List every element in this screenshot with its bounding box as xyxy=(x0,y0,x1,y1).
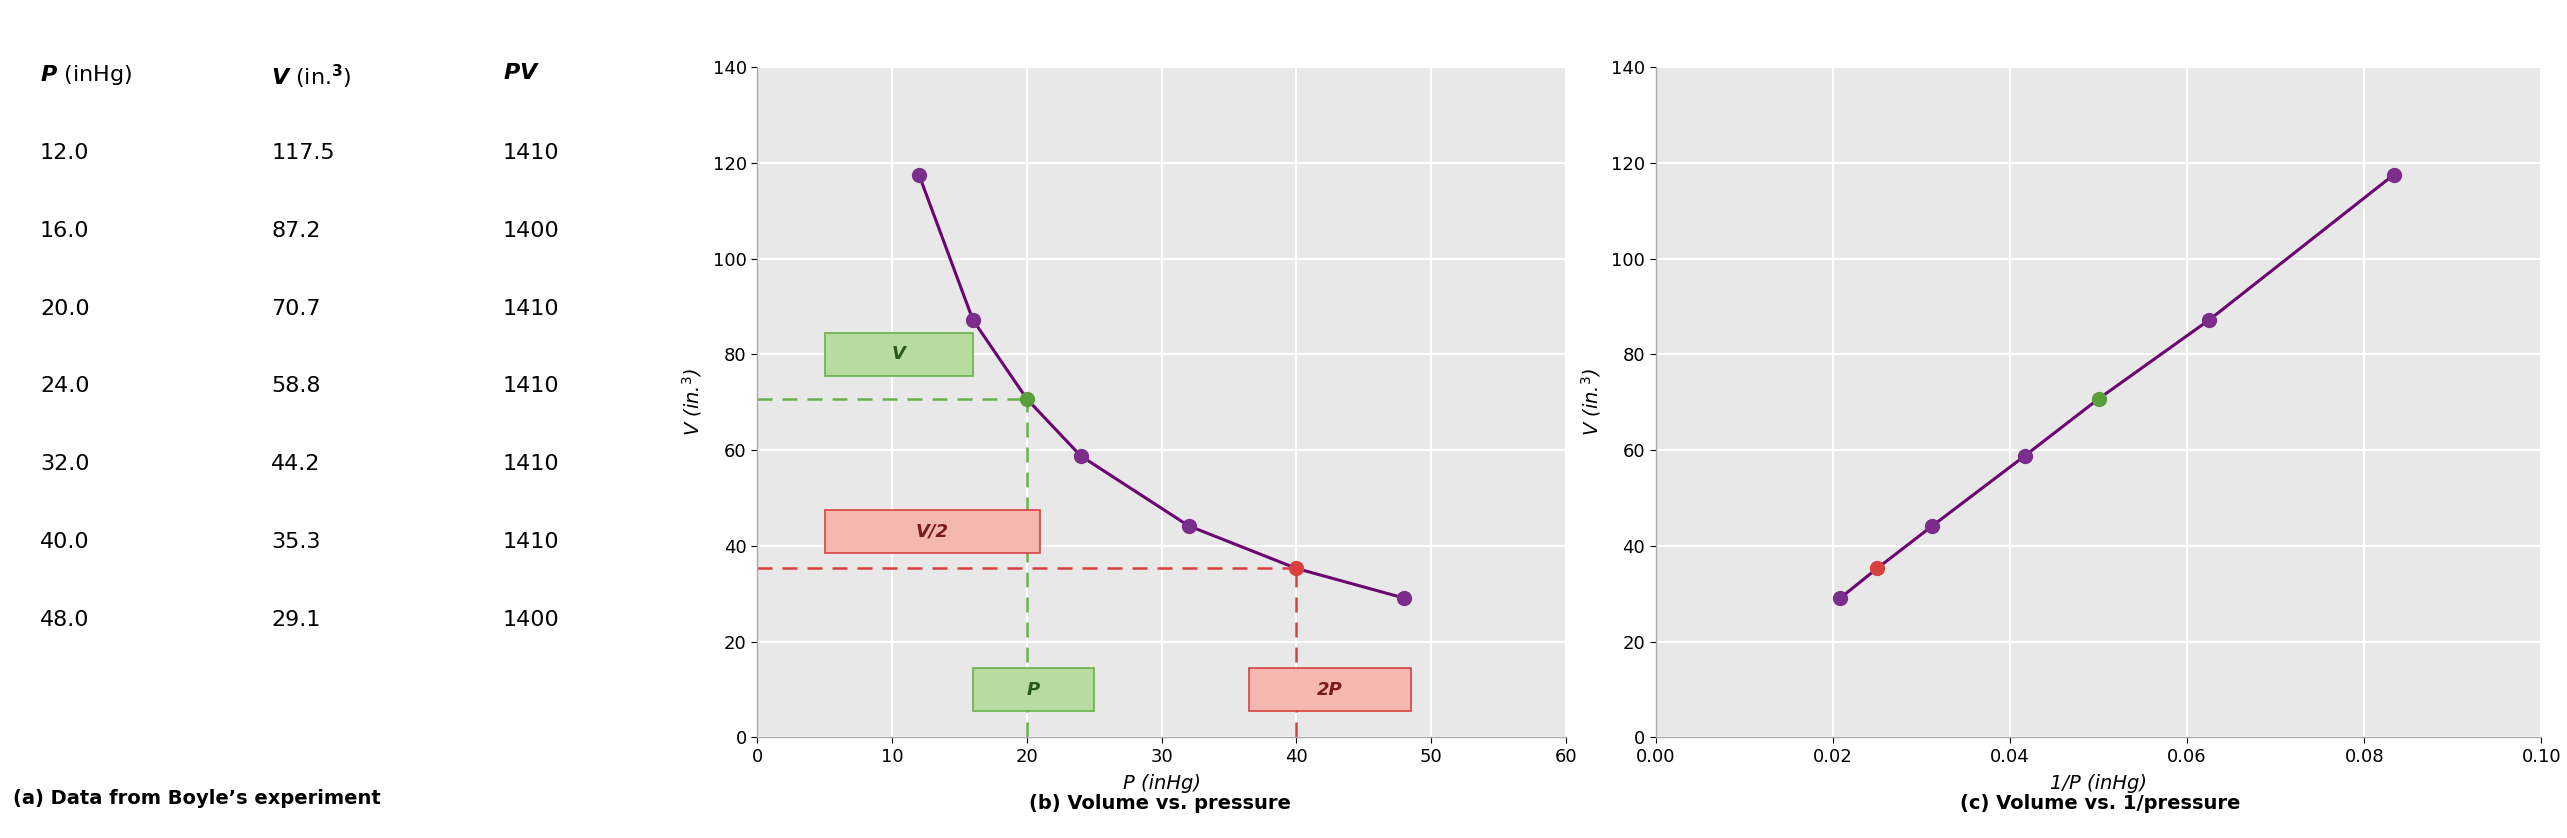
Text: V/2: V/2 xyxy=(916,523,950,541)
Text: 70.7: 70.7 xyxy=(272,298,321,318)
Text: $\bfit{P}$ (inHg): $\bfit{P}$ (inHg) xyxy=(41,63,131,87)
Text: 1410: 1410 xyxy=(503,454,560,474)
Text: 32.0: 32.0 xyxy=(41,454,90,474)
Y-axis label: $V$ (in.$^3$): $V$ (in.$^3$) xyxy=(680,368,703,437)
Y-axis label: $V$ (in.$^3$): $V$ (in.$^3$) xyxy=(1579,368,1602,437)
Text: (a) Data from Boyle’s experiment: (a) Data from Boyle’s experiment xyxy=(13,789,380,809)
Text: 87.2: 87.2 xyxy=(272,220,321,241)
Text: P: P xyxy=(1027,680,1040,699)
Text: 20.0: 20.0 xyxy=(41,298,90,318)
Text: 117.5: 117.5 xyxy=(272,142,334,163)
FancyBboxPatch shape xyxy=(1250,668,1412,711)
Text: 16.0: 16.0 xyxy=(41,220,90,241)
Text: 24.0: 24.0 xyxy=(41,376,90,396)
Text: 35.3: 35.3 xyxy=(272,532,321,552)
Text: 1400: 1400 xyxy=(503,220,560,241)
Text: 1410: 1410 xyxy=(503,532,560,552)
FancyBboxPatch shape xyxy=(824,510,1040,553)
Text: 1410: 1410 xyxy=(503,298,560,318)
Text: 1410: 1410 xyxy=(503,142,560,163)
X-axis label: 1/P (inHg): 1/P (inHg) xyxy=(2051,774,2146,794)
Text: $\bfit{PV}$: $\bfit{PV}$ xyxy=(503,63,539,83)
Text: 58.8: 58.8 xyxy=(272,376,321,396)
Text: $\bfit{V}$ (in.$^{\mathbf{3}}$): $\bfit{V}$ (in.$^{\mathbf{3}}$) xyxy=(272,63,352,91)
Text: 12.0: 12.0 xyxy=(41,142,90,163)
Text: 29.1: 29.1 xyxy=(272,610,321,630)
Text: 48.0: 48.0 xyxy=(41,610,90,630)
FancyBboxPatch shape xyxy=(824,333,973,376)
Text: (c) Volume vs. 1/pressure: (c) Volume vs. 1/pressure xyxy=(1959,794,2241,813)
Text: V: V xyxy=(891,345,906,364)
Text: 2P: 2P xyxy=(1317,680,1343,699)
Text: 1400: 1400 xyxy=(503,610,560,630)
Text: (b) Volume vs. pressure: (b) Volume vs. pressure xyxy=(1029,794,1291,813)
FancyBboxPatch shape xyxy=(973,668,1094,711)
X-axis label: P (inHg): P (inHg) xyxy=(1122,774,1201,794)
Text: 44.2: 44.2 xyxy=(272,454,321,474)
Text: 1410: 1410 xyxy=(503,376,560,396)
Text: 40.0: 40.0 xyxy=(41,532,90,552)
